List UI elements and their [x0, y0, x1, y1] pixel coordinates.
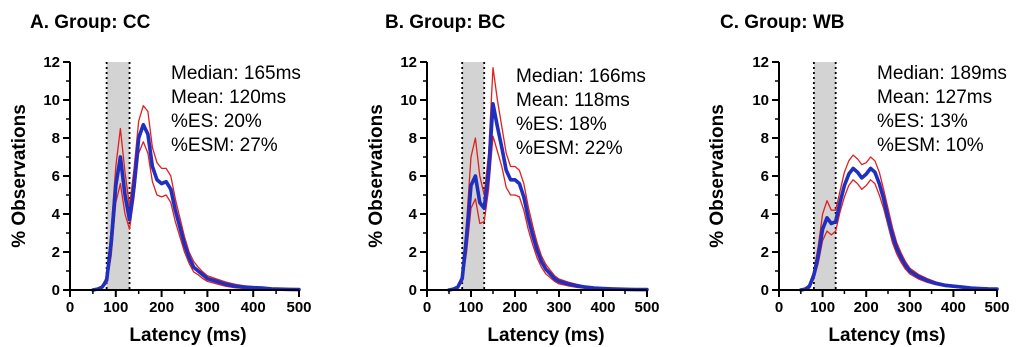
panel-a-x-tick-500: 500 [286, 299, 311, 316]
panel-b-plot-area [420, 61, 649, 297]
panel-a-stats: Median: 165ms Mean: 120ms %ES: 20% %ESM:… [171, 63, 301, 156]
panel-a-mean-line [91, 122, 301, 292]
panel-b-title: B. Group: BC [385, 12, 506, 33]
panel-b-y-tick-6: 6 [409, 168, 417, 185]
panel-a-title: A. Group: CC [30, 12, 151, 33]
panel-a-x-axis-label: Latency (ms) [129, 325, 246, 346]
panel-a-x-tick-400: 400 [241, 299, 266, 316]
panel-a-esm: %ESM: 27% [171, 135, 278, 156]
panel-a-x-tick-100: 100 [103, 299, 128, 316]
panel-b-x-axis-label: Latency (ms) [487, 325, 604, 346]
panel-b-x-tick-300: 300 [546, 299, 571, 316]
panel-c-x-tick-400: 400 [941, 299, 966, 316]
panel-b-x-tick-labels: 0 100 200 300 400 500 [423, 299, 660, 316]
panel-b-es: %ES: 18% [516, 114, 607, 135]
panel-a-y-axis-label: % Observations [9, 104, 30, 248]
panel-b-x-tick-400: 400 [590, 299, 615, 316]
panel-c-x-tick-200: 200 [854, 299, 879, 316]
panel-c-y-tick-2: 2 [761, 244, 769, 261]
panel-c-x-tick-500: 500 [984, 299, 1009, 316]
panel-b-stats: Median: 166ms Mean: 118ms %ES: 18% %ESM:… [516, 66, 646, 159]
panel-b-y-tick-10: 10 [400, 92, 417, 109]
panel-a-y-tick-4: 4 [52, 206, 61, 223]
panel-b-x-tick-100: 100 [458, 299, 483, 316]
panel-a-y-tick-8: 8 [52, 130, 60, 147]
panel-a-y-tick-0: 0 [52, 282, 60, 299]
panel-b-y-tick-0: 0 [409, 282, 417, 299]
panel-b-x-tick-0: 0 [423, 299, 431, 316]
panel-b-y-tick-12: 12 [400, 54, 417, 71]
panel-c-es: %ES: 13% [877, 111, 968, 132]
panel-b-x-tick-500: 500 [634, 299, 659, 316]
panel-c-mean-line [798, 166, 999, 292]
panel-b-median: Median: 166ms [516, 66, 646, 87]
panel-b-esm: %ESM: 22% [516, 138, 623, 159]
panel-b-y-tick-labels: 0 2 4 6 8 10 12 [400, 54, 417, 299]
panel-a-y-tick-10: 10 [43, 92, 60, 109]
panel-a: A. Group: CC 0 2 4 6 8 10 12 0 100 200 3… [9, 12, 312, 346]
panel-b-mean: Mean: 118ms [516, 90, 630, 111]
panel-a-y-tick-12: 12 [43, 54, 60, 71]
panel-c-y-tick-12: 12 [752, 54, 769, 71]
panel-c-esm: %ESM: 10% [877, 135, 984, 156]
panel-c-mean: Mean: 127ms [877, 87, 992, 108]
panel-c-y-tick-10: 10 [752, 92, 769, 109]
panel-a-y-tick-2: 2 [52, 244, 60, 261]
panel-c-x-tick-300: 300 [897, 299, 922, 316]
panel-a-mean: Mean: 120ms [171, 87, 286, 108]
panel-c-y-tick-labels: 0 2 4 6 8 10 12 [752, 54, 769, 299]
panel-a-x-tick-labels: 0 100 200 300 400 500 [66, 299, 312, 316]
panel-c-title: C. Group: WB [720, 12, 845, 33]
panel-b-y-axis-label: % Observations [366, 104, 387, 248]
panel-c-x-tick-labels: 0 100 200 300 400 500 [775, 299, 1010, 316]
panel-a-median: Median: 165ms [171, 63, 301, 84]
panel-b-mean-line [447, 102, 649, 292]
panel-b-y-tick-4: 4 [409, 206, 418, 223]
panel-a-plot-area [63, 61, 301, 297]
panel-c-x-axis-label: Latency (ms) [828, 325, 945, 346]
panel-c-shaded-window [813, 62, 836, 290]
panel-c-y-tick-8: 8 [761, 130, 769, 147]
panel-c-y-tick-0: 0 [761, 282, 769, 299]
panel-c-y-tick-4: 4 [761, 206, 770, 223]
panel-b-y-tick-8: 8 [409, 130, 417, 147]
panel-a-x-tick-0: 0 [66, 299, 74, 316]
panel-c-plot-area [772, 61, 999, 297]
panel-a-x-tick-300: 300 [195, 299, 220, 316]
panel-a-y-tick-6: 6 [52, 168, 60, 185]
panel-a-y-tick-labels: 0 2 4 6 8 10 12 [43, 54, 60, 299]
panel-c-stats: Median: 189ms Mean: 127ms %ES: 13% %ESM:… [877, 63, 1007, 156]
panel-b: B. Group: BC 0 2 4 6 8 10 12 0 100 200 3… [366, 12, 660, 346]
panel-a-es: %ES: 20% [171, 111, 262, 132]
panel-c-x-tick-100: 100 [810, 299, 835, 316]
panel-c: C. Group: WB 0 2 4 6 8 10 12 0 100 200 3… [707, 12, 1010, 346]
panel-c-x-tick-0: 0 [775, 299, 783, 316]
panel-c-median: Median: 189ms [877, 63, 1007, 84]
panel-b-y-tick-2: 2 [409, 244, 417, 261]
panel-b-x-tick-200: 200 [502, 299, 527, 316]
panel-c-y-tick-6: 6 [761, 168, 769, 185]
panel-c-y-axis-label: % Observations [707, 104, 728, 248]
panel-a-x-tick-200: 200 [149, 299, 174, 316]
